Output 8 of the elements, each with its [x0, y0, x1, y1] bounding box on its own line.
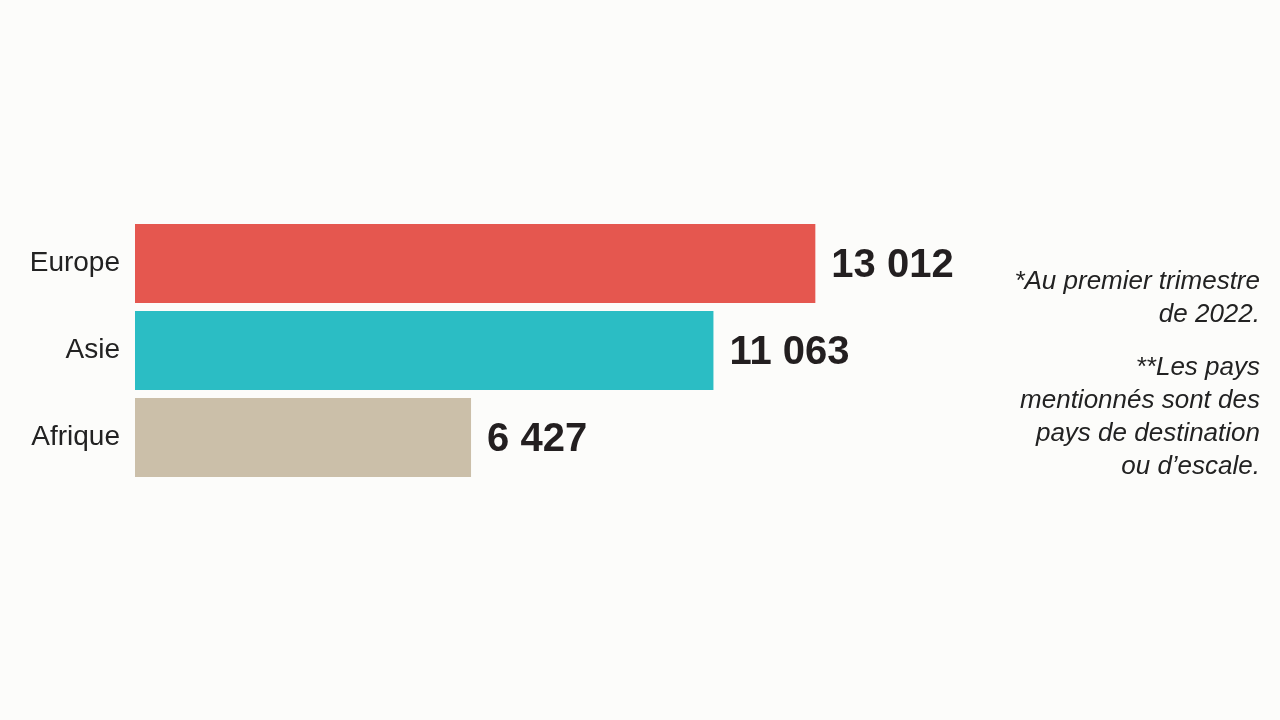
data-label: 6 427 — [487, 414, 588, 459]
y-tick-label: Asie — [65, 333, 120, 365]
data-label: 11 063 — [729, 327, 850, 372]
text: **Les pays mentionnés sont des pays de destination ou d’escale. — [1019, 350, 1260, 482]
y-tick-label: Europe — [29, 246, 120, 278]
data-label: 13 012 — [831, 240, 954, 285]
y-tick-label: Afrique — [31, 420, 120, 452]
text: *Au premier trimestre de 2022. — [1013, 264, 1260, 330]
